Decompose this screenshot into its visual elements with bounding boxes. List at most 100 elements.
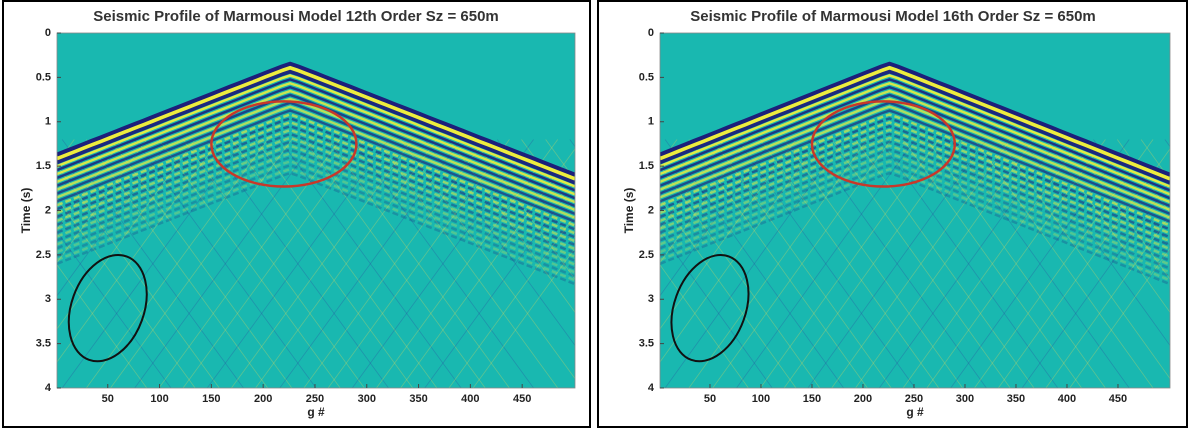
noise-line (57, 197, 196, 388)
wavefront (660, 74, 1170, 188)
wavefront (57, 65, 575, 181)
y-tick-label: 1.5 (36, 160, 51, 172)
highlight-ellipse (67, 253, 148, 363)
x-tick-label: 200 (854, 393, 872, 405)
wavefront (660, 65, 1170, 181)
noise-line (61, 139, 244, 388)
noise-line (660, 139, 821, 363)
wavefront (57, 85, 575, 200)
x-tick-label: 350 (1007, 393, 1025, 405)
noise-line (1045, 214, 1170, 388)
noise-line (134, 139, 317, 388)
y-axis-label: Time (s) (622, 188, 636, 234)
x-axis-label: g # (906, 405, 924, 419)
x-tick-label: 50 (704, 393, 716, 405)
wavefront (660, 117, 1170, 231)
wavefront (57, 136, 575, 251)
noise-line (855, 139, 1035, 388)
y-tick-label: 0 (45, 27, 51, 39)
wavefront (57, 124, 575, 239)
chart-title: Seismic Profile of Marmousi Model 16th O… (690, 8, 1096, 25)
highlight-ellipse (670, 253, 750, 363)
noise-line (759, 139, 940, 388)
y-tick-label: 0.5 (36, 71, 51, 83)
noise-line (158, 139, 341, 388)
noise-line (660, 264, 749, 388)
wavefront (660, 144, 1170, 258)
noise-line (231, 139, 414, 388)
y-tick-label: 3 (45, 293, 51, 305)
noise-line (712, 139, 892, 388)
x-tick-label: 450 (1109, 393, 1127, 405)
wavefront (660, 163, 1170, 278)
noise-line (231, 139, 414, 388)
noise-line (448, 214, 575, 388)
wavefront (57, 128, 575, 243)
y-tick-label: 3.5 (639, 338, 654, 350)
noise-line (279, 139, 462, 388)
noise-line (0, 140, 50, 389)
wavefront (57, 163, 575, 278)
noise-line (110, 139, 293, 388)
wavefront (660, 109, 1170, 223)
noise-line (110, 139, 293, 388)
wavefront (660, 132, 1170, 247)
panel-border (2, 0, 591, 428)
noise-line (1069, 247, 1170, 388)
noise-line (807, 139, 987, 388)
x-axis-label: g # (307, 405, 325, 419)
noise-line (759, 139, 940, 388)
noise-line (206, 139, 389, 388)
x-tick-label: 100 (150, 393, 168, 405)
wavefront (57, 113, 575, 227)
noise-line (86, 139, 268, 388)
noise-line (831, 139, 1011, 388)
y-tick-label: 1 (648, 116, 654, 128)
noise-line (376, 139, 559, 388)
x-tick-label: 200 (254, 393, 272, 405)
noise-line (351, 139, 534, 388)
wavefront (660, 120, 1170, 235)
noise-line (950, 139, 1130, 388)
highlight-ellipse (210, 100, 358, 188)
wavefront (57, 81, 575, 196)
wavefront (660, 160, 1170, 274)
noise-line (424, 181, 575, 388)
noise-line (57, 264, 148, 388)
wavefront (57, 61, 575, 177)
noise-line (134, 139, 317, 388)
wavefront (57, 89, 575, 204)
x-tick-label: 250 (306, 393, 324, 405)
x-tick-label: 100 (752, 393, 770, 405)
y-tick-label: 1 (45, 116, 51, 128)
noise-line (660, 231, 773, 388)
noise-line (783, 139, 963, 388)
noise-line (712, 139, 892, 388)
noise-line (902, 139, 1082, 388)
noise-line (855, 139, 1035, 388)
noise-line (878, 139, 1059, 388)
wavefront (57, 117, 575, 231)
noise-line (57, 139, 220, 363)
wavefront (57, 109, 575, 223)
noise-line (327, 139, 510, 388)
wavefront (57, 144, 575, 258)
wavefront (57, 171, 575, 286)
wavefront (57, 156, 575, 270)
x-tick-label: 450 (513, 393, 531, 405)
noise-line (736, 139, 916, 388)
wavefront (660, 152, 1170, 266)
noise-line (303, 139, 486, 388)
x-tick-label: 300 (956, 393, 974, 405)
x-tick-label: 250 (905, 393, 923, 405)
wavefront (660, 105, 1170, 219)
noise-line (926, 139, 1106, 388)
wavefront (660, 101, 1170, 215)
noise-line (1021, 181, 1170, 388)
noise-line (660, 197, 797, 388)
wavefront (57, 78, 575, 192)
y-tick-label: 2.5 (36, 249, 51, 261)
noise-line (902, 139, 1082, 388)
chart-title: Seismic Profile of Marmousi Model 12th O… (93, 8, 499, 25)
noise-line (206, 139, 389, 388)
